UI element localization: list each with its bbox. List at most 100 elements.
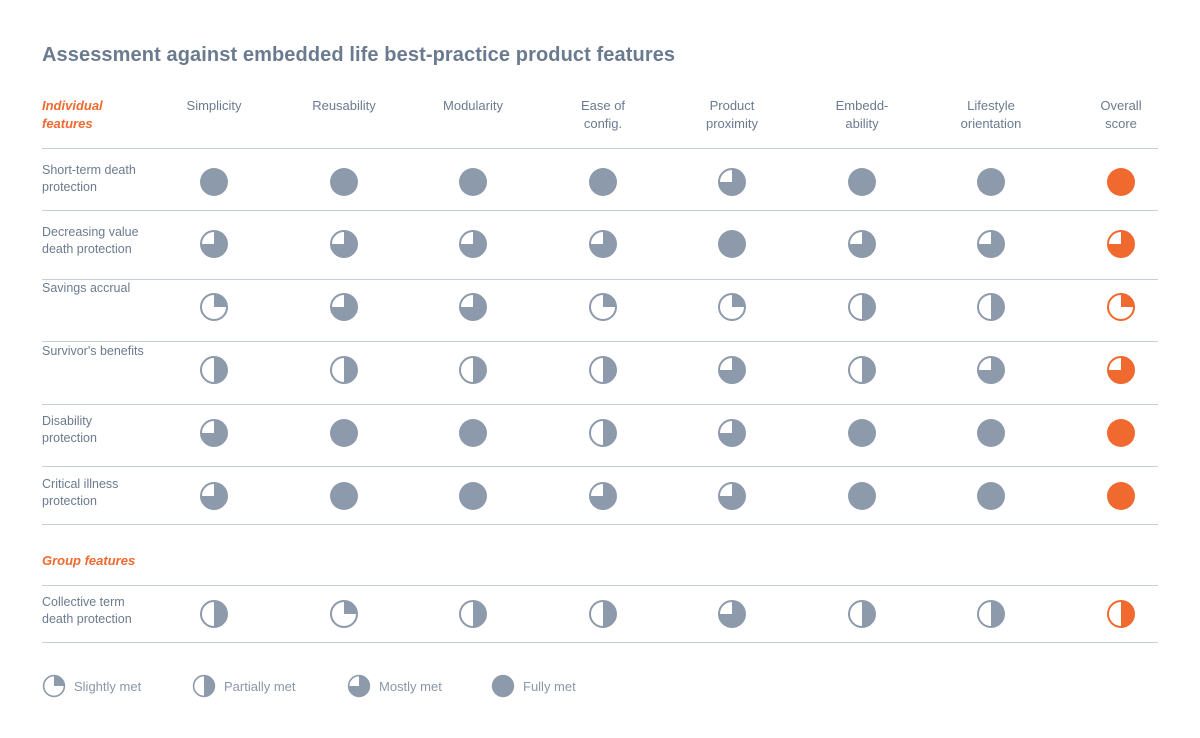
column-header: Lifestyle orientation xyxy=(936,97,1046,133)
score-icon xyxy=(976,481,1006,511)
row-label-line: Disability xyxy=(42,414,93,428)
row-label: Savings accrual xyxy=(42,280,182,297)
legend-item: Fully met xyxy=(491,674,576,698)
legend-level-icon xyxy=(192,674,216,698)
row-label-line: Collective term xyxy=(42,595,125,609)
score-icon xyxy=(976,167,1006,197)
column-header-line: config. xyxy=(583,116,623,131)
column-header: Modularity xyxy=(418,97,528,115)
score-icon xyxy=(458,599,488,629)
chart-title: Assessment against embedded life best-pr… xyxy=(42,44,676,66)
score-icon xyxy=(588,481,618,511)
score-icon xyxy=(717,167,747,197)
individual-label-line-1: Individual xyxy=(42,98,103,113)
row-label: Critical illness protection xyxy=(42,476,182,510)
legend-label: Fully met xyxy=(523,678,576,694)
row-label-line: protection xyxy=(42,431,97,445)
score-icon xyxy=(588,418,618,448)
score-icon xyxy=(847,355,877,385)
score-icon xyxy=(717,599,747,629)
score-icon xyxy=(199,481,229,511)
column-header-line: Simplicity xyxy=(186,98,242,113)
score-icon xyxy=(199,167,229,197)
column-header: Ease of config. xyxy=(548,97,658,133)
score-icon xyxy=(458,418,488,448)
row-divider xyxy=(42,404,1158,405)
score-icon xyxy=(329,167,359,197)
score-icon xyxy=(717,229,747,259)
score-icon xyxy=(458,167,488,197)
score-icon xyxy=(329,599,359,629)
score-icon xyxy=(847,229,877,259)
column-header-line: Ease of xyxy=(580,98,626,113)
overall-score-icon xyxy=(1106,292,1136,322)
row-label: Collective term death protection xyxy=(42,594,182,628)
row-divider xyxy=(42,341,1158,342)
score-icon xyxy=(199,418,229,448)
score-icon xyxy=(588,292,618,322)
row-label-line: Savings accrual xyxy=(42,281,131,295)
score-icon xyxy=(329,418,359,448)
row-label: Short-term death protection xyxy=(42,162,182,196)
overall-score-icon xyxy=(1106,355,1136,385)
score-icon xyxy=(199,599,229,629)
score-icon xyxy=(588,355,618,385)
column-header: Reusability xyxy=(289,97,399,115)
legend-label: Slightly met xyxy=(74,678,142,694)
score-icon xyxy=(329,355,359,385)
score-icon xyxy=(976,229,1006,259)
row-label-line: death protection xyxy=(42,242,132,256)
individual-features-label: Individual features xyxy=(42,97,103,133)
score-icon xyxy=(199,229,229,259)
group-features-label: Group features xyxy=(42,553,136,568)
row-label: Disability protection xyxy=(42,413,182,447)
legend-item: Slightly met xyxy=(42,674,141,698)
overall-score-icon xyxy=(1106,229,1136,259)
column-header-line: orientation xyxy=(960,116,1022,131)
row-label-line: death protection xyxy=(42,612,132,626)
column-header-line: Lifestyle xyxy=(967,98,1015,113)
column-header-line: Product xyxy=(709,98,755,113)
row-divider xyxy=(42,585,1158,586)
column-header: Product proximity xyxy=(677,97,787,133)
row-divider xyxy=(42,466,1158,467)
score-icon xyxy=(976,292,1006,322)
score-icon xyxy=(847,418,877,448)
row-label-line: Survivor's benefits xyxy=(42,344,144,358)
row-divider xyxy=(42,210,1158,211)
score-icon xyxy=(588,167,618,197)
row-label-line: Critical illness xyxy=(42,477,119,491)
score-icon xyxy=(717,481,747,511)
score-icon xyxy=(588,229,618,259)
score-icon xyxy=(847,292,877,322)
score-icon xyxy=(847,167,877,197)
score-icon xyxy=(847,599,877,629)
row-label-line: protection xyxy=(42,494,97,508)
score-icon xyxy=(717,355,747,385)
row-label-line: Short-term death xyxy=(42,163,136,177)
row-label: Survivor's benefits xyxy=(42,343,182,360)
score-icon xyxy=(717,418,747,448)
score-icon xyxy=(458,292,488,322)
score-icon xyxy=(976,599,1006,629)
score-icon xyxy=(458,355,488,385)
score-icon xyxy=(847,481,877,511)
overall-score-icon xyxy=(1106,481,1136,511)
score-icon xyxy=(329,292,359,322)
overall-score-icon xyxy=(1106,599,1136,629)
score-icon xyxy=(199,292,229,322)
score-icon xyxy=(458,229,488,259)
row-divider xyxy=(42,642,1158,643)
column-header: Simplicity xyxy=(159,97,269,115)
row-label-line: Decreasing value xyxy=(42,225,139,239)
row-divider xyxy=(42,279,1158,280)
legend-level-icon xyxy=(347,674,371,698)
score-icon xyxy=(458,481,488,511)
individual-label-line-2: features xyxy=(42,116,93,131)
column-header-line: proximity xyxy=(705,116,758,131)
legend-label: Partially met xyxy=(224,678,296,694)
row-divider xyxy=(42,148,1158,149)
overall-score-icon xyxy=(1106,418,1136,448)
column-header-line: ability xyxy=(845,116,879,131)
score-icon xyxy=(717,292,747,322)
